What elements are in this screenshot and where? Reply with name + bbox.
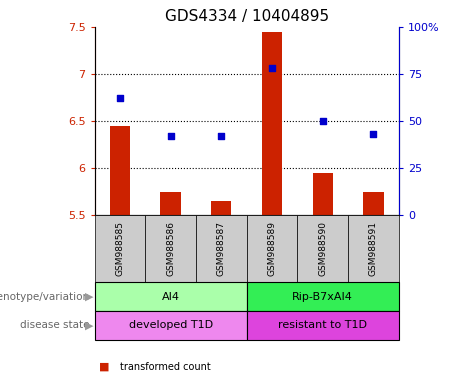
Bar xyxy=(95,311,247,340)
Point xyxy=(218,133,225,139)
Point xyxy=(319,118,326,124)
Bar xyxy=(95,282,247,311)
Text: Rip-B7xAI4: Rip-B7xAI4 xyxy=(292,291,353,302)
Title: GDS4334 / 10404895: GDS4334 / 10404895 xyxy=(165,9,329,24)
Text: resistant to T1D: resistant to T1D xyxy=(278,320,367,331)
Bar xyxy=(348,215,399,282)
Text: disease state: disease state xyxy=(20,320,90,331)
Text: ■: ■ xyxy=(99,362,110,372)
Point xyxy=(167,133,174,139)
Text: genotype/variation: genotype/variation xyxy=(0,291,90,302)
Bar xyxy=(211,201,231,215)
Text: GSM988587: GSM988587 xyxy=(217,221,226,276)
Point xyxy=(370,131,377,137)
Text: GSM988589: GSM988589 xyxy=(267,221,277,276)
Text: GSM988585: GSM988585 xyxy=(115,221,124,276)
Bar xyxy=(313,173,333,215)
Bar xyxy=(160,192,181,215)
Text: transformed count: transformed count xyxy=(120,362,211,372)
Bar xyxy=(196,215,247,282)
Point xyxy=(268,65,276,71)
Bar xyxy=(145,215,196,282)
Bar xyxy=(247,215,297,282)
Text: GSM988591: GSM988591 xyxy=(369,221,378,276)
Text: AI4: AI4 xyxy=(161,291,180,302)
Text: GSM988586: GSM988586 xyxy=(166,221,175,276)
Point xyxy=(116,95,124,101)
Bar xyxy=(110,126,130,215)
Text: ▶: ▶ xyxy=(85,291,94,302)
Text: ▶: ▶ xyxy=(85,320,94,331)
Bar xyxy=(297,215,348,282)
Bar xyxy=(262,31,282,215)
Text: developed T1D: developed T1D xyxy=(129,320,213,331)
Bar xyxy=(363,192,384,215)
Bar xyxy=(247,311,399,340)
Text: GSM988590: GSM988590 xyxy=(318,221,327,276)
Bar xyxy=(95,215,145,282)
Bar xyxy=(247,282,399,311)
